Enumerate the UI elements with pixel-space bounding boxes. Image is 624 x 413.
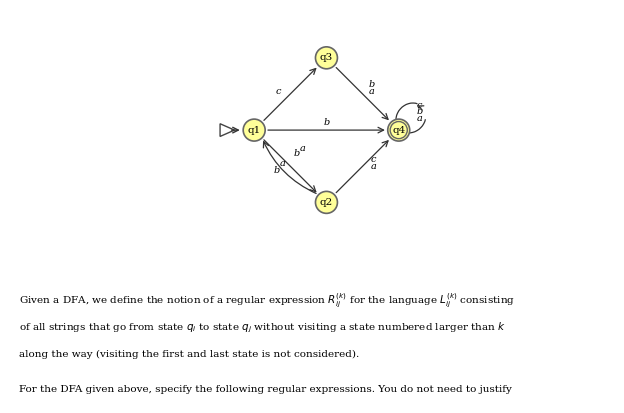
- Text: c: c: [417, 101, 422, 110]
- Text: c: c: [276, 87, 281, 95]
- Text: For the DFA given above, specify the following regular expressions. You do not n: For the DFA given above, specify the fol…: [19, 385, 512, 394]
- Text: b: b: [273, 166, 280, 175]
- Circle shape: [243, 119, 265, 141]
- Text: a: a: [371, 162, 376, 171]
- Text: c: c: [371, 155, 376, 164]
- Text: a: a: [300, 144, 306, 153]
- Text: a: a: [280, 159, 285, 168]
- Text: a: a: [417, 114, 422, 123]
- Text: q4: q4: [392, 126, 406, 135]
- Text: q3: q3: [320, 53, 333, 62]
- Text: q1: q1: [248, 126, 261, 135]
- Circle shape: [316, 191, 338, 214]
- Text: b: b: [323, 118, 329, 126]
- Text: q2: q2: [320, 198, 333, 207]
- Text: of all strings that go from state $q_i$ to state $q_j$ without visiting a state : of all strings that go from state $q_i$ …: [19, 320, 505, 335]
- Text: b: b: [293, 149, 300, 157]
- Text: b: b: [416, 107, 422, 116]
- Circle shape: [316, 47, 338, 69]
- Text: along the way (visiting the first and last state is not considered).: along the way (visiting the first and la…: [19, 349, 359, 358]
- Text: b: b: [369, 80, 375, 89]
- Text: Given a DFA, we define the notion of a regular expression $R_{ij}^{(k)}$ for the: Given a DFA, we define the notion of a r…: [19, 292, 515, 310]
- Text: a: a: [369, 87, 375, 95]
- Circle shape: [388, 119, 410, 141]
